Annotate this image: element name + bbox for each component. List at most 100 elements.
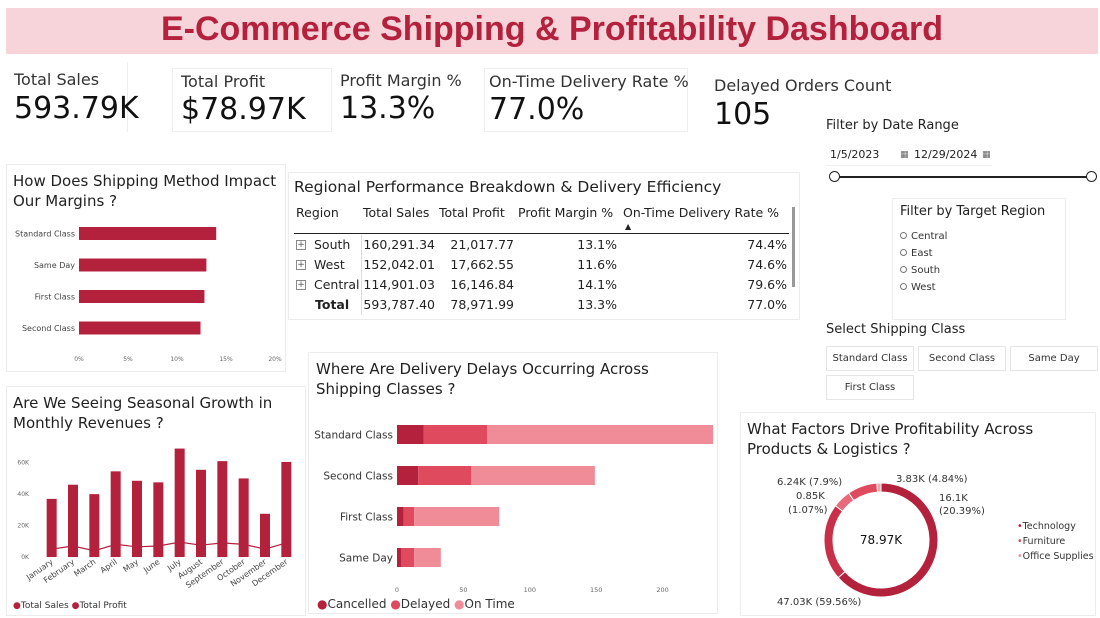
legend-office-supplies: •Office Supplies xyxy=(1017,551,1094,562)
bar xyxy=(79,290,205,303)
x-tick-label: March xyxy=(72,557,97,578)
category-label: Same Day xyxy=(34,261,75,270)
table-cell: 13.3% xyxy=(577,297,617,312)
table-row[interactable]: + South 160,291.34 21,017.77 13.1% 74.4% xyxy=(289,237,789,257)
region-option-east[interactable]: East xyxy=(900,248,933,259)
table-cell: 78,971.99 xyxy=(450,297,514,312)
kpi-label: Profit Margin % xyxy=(340,71,462,90)
chart-title: What Factors Drive Profitability Across … xyxy=(747,420,1034,458)
stacked-bar-segment xyxy=(403,507,415,526)
bar xyxy=(196,469,206,557)
x-tick-label: April xyxy=(99,557,119,575)
table-cell: West xyxy=(314,257,345,272)
sort-arrow-icon[interactable]: ▲ xyxy=(625,222,632,231)
kpi-label: Total Profit xyxy=(181,72,266,91)
table-cell: 593,787.40 xyxy=(363,297,435,312)
expand-icon[interactable]: + xyxy=(296,260,306,270)
col-header-sales[interactable]: Total Sales xyxy=(363,205,430,220)
table-row[interactable]: + West 152,042.01 17,662.55 11.6% 74.6% xyxy=(289,257,789,277)
regional-table-card: Regional Performance Breakdown & Deliver… xyxy=(288,172,800,320)
bar xyxy=(281,461,292,557)
y-tick-label: 40K xyxy=(17,491,30,498)
expand-icon[interactable]: + xyxy=(296,240,306,250)
legend-ontime: On Time xyxy=(464,597,515,611)
title-banner: E-Commerce Shipping & Profitability Dash… xyxy=(6,8,1098,54)
x-tick-label: 10% xyxy=(170,356,184,363)
monthly-chart-card: Are We Seeing Seasonal Growth in Monthly… xyxy=(6,386,306,616)
region-option-south[interactable]: South xyxy=(900,265,940,276)
stacked-bar-segment xyxy=(397,548,401,567)
y-tick-label: 20K xyxy=(17,523,30,530)
chart-title: How Does Shipping Method Impact Our Marg… xyxy=(13,172,277,210)
x-tick-label: 5% xyxy=(123,356,133,363)
table-cell: 77.0% xyxy=(747,297,787,312)
stacked-bar-segment xyxy=(487,425,714,444)
kpi-label: On-Time Delivery Rate % xyxy=(489,72,689,91)
ship-button-second[interactable]: Second Class xyxy=(918,346,1006,371)
category-label: Standard Class xyxy=(15,230,75,239)
col-header-profit[interactable]: Total Profit xyxy=(439,205,505,220)
category-label: Second Class xyxy=(22,324,75,333)
date-slider-end-handle[interactable] xyxy=(1086,171,1097,182)
calendar-icon[interactable]: ▦ xyxy=(982,150,991,160)
table-cell: 74.4% xyxy=(747,237,787,252)
kpi-value: 593.79K xyxy=(14,91,139,126)
table-total-row[interactable]: Total 593,787.40 78,971.99 13.3% 77.0% xyxy=(289,297,789,317)
ship-button-first[interactable]: First Class xyxy=(826,375,914,400)
chart-title: Where Are Delivery Delays Occurring Acro… xyxy=(316,360,649,398)
table-cell: 17,662.55 xyxy=(450,257,514,272)
category-label: First Class xyxy=(340,512,393,524)
table-cell: 16,146.84 xyxy=(450,277,514,292)
ship-button-same-day[interactable]: Same Day xyxy=(1010,346,1098,371)
donut-center-label: 78.97K xyxy=(860,533,903,547)
legend-sales: Total Sales xyxy=(20,601,69,611)
date-end-input[interactable]: 12/29/2024 ▦ xyxy=(910,144,992,166)
x-tick-label: 0% xyxy=(74,356,84,363)
legend-technology: •Technology xyxy=(1017,521,1076,532)
slice-label: 0.85K xyxy=(796,491,825,502)
table-cell: 152,042.01 xyxy=(363,257,435,272)
col-header-region[interactable]: Region xyxy=(296,205,339,220)
date-start-input[interactable]: 1/5/2023 ▦ xyxy=(826,144,910,166)
kpi-delayed: Delayed Orders Count 105 xyxy=(708,70,898,136)
expand-icon[interactable]: + xyxy=(296,280,306,290)
table-scrollbar[interactable] xyxy=(792,207,795,287)
bar xyxy=(132,480,142,557)
kpi-value: $78.97K xyxy=(181,92,306,127)
x-tick-label: May xyxy=(121,557,140,574)
table-row[interactable]: + Central 114,901.03 16,146.84 14.1% 79.6% xyxy=(289,277,789,297)
date-slider-start-handle[interactable] xyxy=(829,171,840,182)
date-slider-track[interactable] xyxy=(834,176,1092,178)
table-title: Regional Performance Breakdown & Deliver… xyxy=(294,178,722,196)
bar xyxy=(46,498,57,557)
slice-label: 6.24K (7.9%) xyxy=(777,477,842,488)
donut-slice xyxy=(848,482,879,502)
date-filter-label: Filter by Date Range xyxy=(826,118,959,133)
category-label: First Class xyxy=(35,293,75,302)
x-tick-label: 100 xyxy=(524,586,536,594)
stacked-bar-segment xyxy=(471,466,595,485)
region-option-west[interactable]: West xyxy=(900,282,936,293)
bar xyxy=(174,448,185,557)
table-cell: Total xyxy=(315,297,350,312)
table-cell: 79.6% xyxy=(747,277,787,292)
category-label: Same Day xyxy=(339,553,393,565)
calendar-icon[interactable]: ▦ xyxy=(900,150,909,160)
region-filter-card: Filter by Target Region Central East Sou… xyxy=(892,198,1066,320)
col-header-margin[interactable]: Profit Margin % xyxy=(518,205,614,220)
ship-button-standard[interactable]: Standard Class xyxy=(826,346,914,371)
kpi-total-sales: Total Sales 593.79K xyxy=(6,62,139,132)
kpi-value: 77.0% xyxy=(489,92,585,127)
bar xyxy=(217,461,228,557)
region-option-central[interactable]: Central xyxy=(900,231,947,242)
bar xyxy=(110,471,121,557)
col-header-ontime[interactable]: On-Time Delivery Rate % xyxy=(623,205,780,220)
delays-chart-svg: Standard Class Second Class First Class Sam… xyxy=(314,425,714,594)
table-cell: South xyxy=(314,237,351,252)
date-start-value: 1/5/2023 xyxy=(830,148,880,161)
stacked-bar-segment xyxy=(418,466,472,485)
kpi-value: 105 xyxy=(714,97,772,132)
legend-delayed: Delayed xyxy=(400,597,451,611)
slice-label: 16.1K xyxy=(939,493,968,504)
bar xyxy=(260,513,270,557)
